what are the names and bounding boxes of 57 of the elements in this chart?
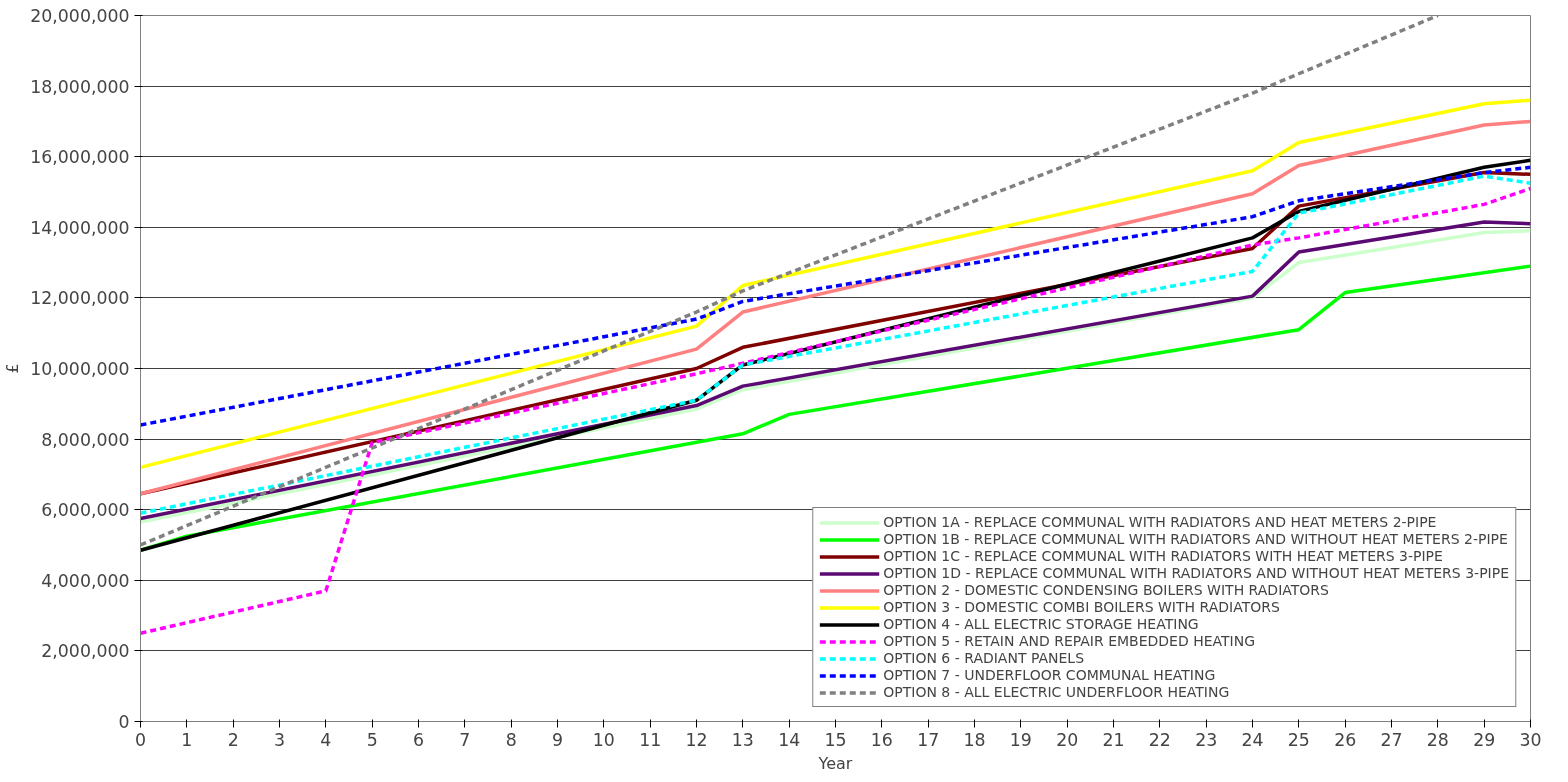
x-tick-label: 17 — [917, 729, 940, 750]
legend-label: OPTION 7 - UNDERFLOOR COMMUNAL HEATING — [883, 667, 1216, 683]
y-tick-label: 12,000,000 — [30, 288, 130, 309]
x-tick-label: 13 — [731, 729, 754, 750]
legend-label: OPTION 1D - REPLACE COMMUNAL WITH RADIATORS AND WITHOUT HEAT METERS 3-PIPE — [883, 565, 1509, 581]
x-tick-label: 10 — [592, 729, 615, 750]
x-tick-label: 29 — [1473, 729, 1496, 750]
y-tick-label: 14,000,000 — [30, 217, 130, 238]
x-tick-label: 25 — [1287, 729, 1310, 750]
y-tick-label: 4,000,000 — [41, 570, 130, 591]
x-tick-label: 3 — [273, 729, 286, 750]
x-tick-label: 5 — [366, 729, 378, 750]
legend-label: OPTION 1C - REPLACE COMMUNAL WITH RADIATORS WITH HEAT METERS 3-PIPE — [883, 548, 1443, 564]
x-tick-label: 22 — [1148, 729, 1171, 750]
x-tick-label: 2 — [227, 729, 239, 750]
x-tick-label: 28 — [1426, 729, 1449, 750]
x-axis-title: Year — [817, 753, 853, 773]
x-tick-label: 4 — [320, 729, 332, 750]
x-tick-label: 24 — [1241, 729, 1264, 750]
legend-label: OPTION 1A - REPLACE COMMUNAL WITH RADIATORS AND HEAT METERS 2-PIPE — [883, 514, 1437, 530]
legend-label: OPTION 4 - ALL ELECTRIC STORAGE HEATING — [883, 616, 1199, 632]
x-tick-label: 6 — [412, 729, 425, 750]
y-tick-label: 6,000,000 — [41, 500, 130, 521]
x-tick-label: 19 — [1009, 729, 1032, 750]
x-tick-label: 11 — [639, 729, 662, 750]
y-tick-label: 18,000,000 — [30, 76, 130, 97]
x-tick-label: 14 — [778, 729, 801, 750]
x-tick-label: 15 — [824, 729, 847, 750]
x-tick-label: 30 — [1519, 729, 1542, 750]
y-tick-label: 2,000,000 — [41, 641, 130, 662]
x-tick-label: 20 — [1056, 729, 1079, 750]
line-series — [140, 165, 1531, 427]
x-tick-label: 18 — [963, 729, 986, 750]
legend-label: OPTION 5 - RETAIN AND REPAIR EMBEDDED HEATING — [883, 633, 1256, 649]
x-tick-label: 8 — [505, 729, 517, 750]
legend-label: OPTION 8 - ALL ELECTRIC UNDERFLOOR HEATING — [883, 684, 1230, 700]
x-tick-label: 12 — [685, 729, 708, 750]
y-tick-label: 10,000,000 — [30, 359, 130, 379]
x-tick-label: 23 — [1195, 729, 1218, 750]
y-tick-label: 20,000,000 — [30, 6, 130, 26]
legend-label: OPTION 6 - RADIANT PANELS — [883, 650, 1085, 666]
x-tick-label: 7 — [459, 729, 471, 750]
y-tick-label: 8,000,000 — [41, 429, 130, 450]
x-tick-label: 27 — [1380, 729, 1403, 750]
y-tick-label: 0 — [118, 712, 130, 732]
x-tick-label: 16 — [870, 729, 893, 750]
legend-label: OPTION 1B - REPLACE COMMUNAL WITH RADIATORS AND WITHOUT HEAT METERS 2-PIPE — [883, 531, 1508, 547]
x-tick-label: 1 — [181, 729, 193, 750]
legend-label: OPTION 2 - DOMESTIC CONDENSING BOILERS WITH RADIATORS — [883, 582, 1329, 598]
x-tick-label: 26 — [1334, 729, 1357, 750]
x-tick-label: 0 — [134, 729, 147, 750]
legend-label: OPTION 3 - DOMESTIC COMBI BOILERS WITH RADIATORS — [883, 599, 1280, 615]
x-tick-label: 9 — [551, 729, 564, 750]
y-tick-label: 16,000,000 — [30, 147, 130, 168]
x-tick-label: 21 — [1102, 729, 1125, 750]
y-axis-title: £ — [3, 363, 23, 374]
line-series — [140, 186, 1531, 635]
